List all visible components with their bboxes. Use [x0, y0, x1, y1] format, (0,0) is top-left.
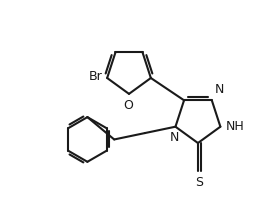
Text: N: N: [170, 131, 179, 144]
Text: Br: Br: [88, 70, 102, 83]
Text: N: N: [214, 84, 224, 96]
Text: NH: NH: [225, 120, 244, 133]
Text: S: S: [195, 176, 203, 189]
Text: O: O: [123, 99, 133, 112]
